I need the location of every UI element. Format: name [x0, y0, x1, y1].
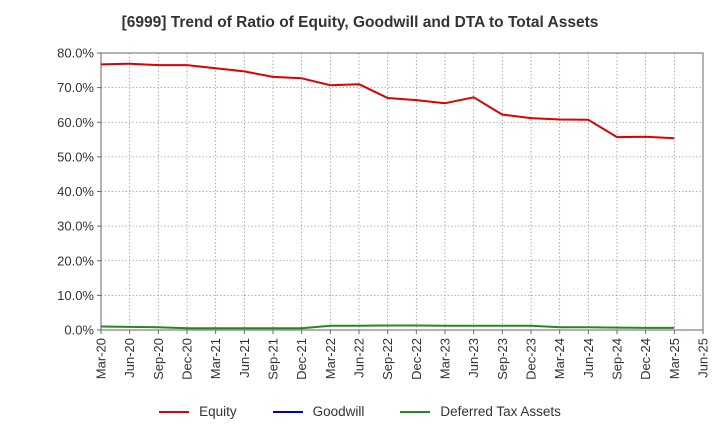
x-tick-label: Dec-23 — [524, 338, 539, 380]
x-tick-label: Mar-23 — [438, 338, 453, 379]
legend-item-deferred-tax-assets: Deferred Tax Assets — [400, 404, 561, 419]
y-tick-label: 50.0% — [57, 149, 94, 164]
x-tick-label: Mar-25 — [667, 338, 682, 379]
legend-swatch-goodwill — [272, 410, 303, 413]
grid — [101, 53, 703, 330]
x-tick-label: Dec-20 — [180, 338, 195, 380]
x-tick-label: Mar-24 — [552, 338, 567, 379]
series-layer — [100, 62, 675, 330]
chart-title: [6999] Trend of Ratio of Equity, Goodwil… — [121, 14, 599, 31]
x-tick-label: Jun-22 — [352, 338, 367, 378]
legend-label-goodwill: Goodwill — [312, 404, 365, 419]
series-line-equity — [100, 62, 675, 140]
x-tick-label: Sep-21 — [266, 338, 281, 380]
y-tick-label: 80.0% — [57, 46, 94, 61]
x-tick-label: Sep-23 — [495, 338, 510, 380]
x-tick-label: Sep-24 — [610, 338, 625, 380]
x-tick-label: Mar-21 — [208, 338, 223, 379]
axes: 0.0% 10.0% 20.0% 30.0% 40.0% 50.0% 60.0% 70.0% 8… — [57, 46, 710, 380]
x-tick-label: Jun-20 — [122, 338, 137, 378]
legend-swatch-deferred-tax-assets — [400, 410, 431, 413]
x-tick-label: Jun-21 — [237, 338, 252, 378]
legend-label-deferred-tax-assets: Deferred Tax Assets — [440, 404, 561, 419]
x-tick-label: Dec-24 — [638, 338, 653, 380]
y-tick-label: 40.0% — [57, 184, 94, 199]
x-tick-label: Mar-22 — [323, 338, 338, 379]
y-tick-label: 0.0% — [64, 323, 94, 338]
x-tick-label: Sep-22 — [380, 338, 395, 380]
y-tick-label: 60.0% — [57, 115, 94, 130]
y-tick-label: 20.0% — [57, 253, 94, 268]
legend-swatch-equity — [159, 410, 190, 413]
y-tick-label: 70.0% — [57, 80, 94, 95]
x-tick-label: Mar-20 — [94, 338, 109, 379]
x-tick-label: Dec-22 — [409, 338, 424, 380]
x-tick-label: Jun-24 — [581, 338, 596, 378]
y-tick-label: 10.0% — [57, 288, 94, 303]
x-tick-label: Dec-21 — [294, 338, 309, 380]
legend-item-equity: Equity — [159, 404, 237, 419]
series-line-deferred-tax-assets — [100, 324, 675, 330]
legend-label-equity: Equity — [199, 404, 237, 419]
y-tick-label: 30.0% — [57, 219, 94, 234]
x-tick-label: Sep-20 — [151, 338, 166, 380]
x-tick-label: Jun-25 — [696, 338, 711, 378]
legend-item-goodwill: Goodwill — [272, 404, 365, 419]
x-tick-label: Jun-23 — [466, 338, 481, 378]
legend: Equity Goodwill Deferred Tax Assets — [0, 404, 720, 419]
